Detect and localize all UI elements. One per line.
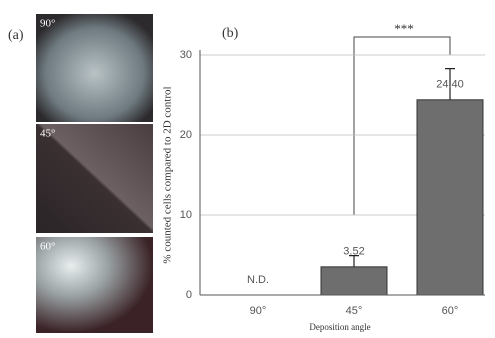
error-bar <box>445 68 455 100</box>
photo <box>36 237 153 333</box>
error-bar <box>349 255 359 267</box>
y-tick-label: 30 <box>180 49 192 61</box>
x-tick-label: 90° <box>250 305 267 317</box>
significance-bracket <box>353 36 451 215</box>
photo-label: 45° <box>40 128 55 140</box>
value-label: 3.52 <box>343 246 364 258</box>
significance: *** <box>394 21 414 36</box>
x-axis-label: Deposition angle <box>309 322 370 332</box>
photo <box>36 124 153 233</box>
photo-label: 60° <box>40 241 55 253</box>
bar <box>416 99 484 296</box>
value-label: N.D. <box>247 274 269 286</box>
value-label: 24.40 <box>436 79 464 91</box>
y-tick-label: 10 <box>180 209 192 221</box>
photo <box>36 14 153 122</box>
x-tick-label: 45° <box>346 305 363 317</box>
bar <box>320 266 388 296</box>
photo-label: 90° <box>40 18 55 30</box>
y-axis-label: % counted cells compared to 2D control <box>162 86 174 263</box>
panel-label: (b) <box>222 26 239 41</box>
y-tick-label: 0 <box>186 289 192 301</box>
y-tick-label: 20 <box>180 129 192 141</box>
panel-label: (a) <box>8 28 24 43</box>
x-tick-label: 60° <box>442 305 459 317</box>
